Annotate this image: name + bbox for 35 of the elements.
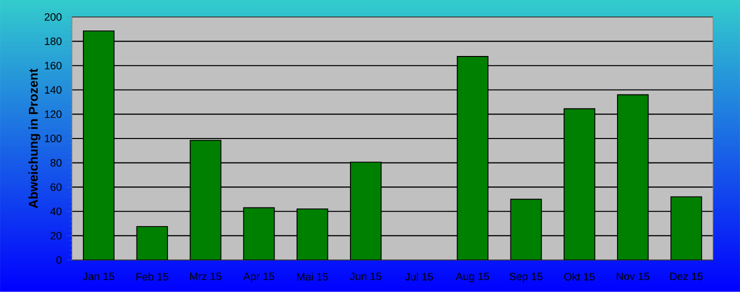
x-tick-label: Okt 15	[564, 272, 595, 281]
x-tick-label: Apr 15	[243, 272, 274, 282]
y-tick-label: 100	[44, 134, 62, 142]
x-tick-label: Mai 15	[297, 272, 328, 281]
y-tick-label: 20	[50, 232, 62, 240]
bar	[82, 30, 115, 260]
x-tick-label: Jun 15	[350, 272, 382, 280]
bar	[670, 196, 702, 260]
x-tick-label: Dez 15	[670, 272, 703, 280]
bar	[136, 226, 168, 260]
y-tick-label: 80	[50, 159, 62, 167]
x-tick-label: Nov 15	[616, 272, 650, 280]
y-tick-label: 140	[44, 86, 62, 94]
y-tick-label: 200	[44, 13, 62, 21]
x-tick-label: Feb 15	[136, 272, 168, 281]
x-tick-label: Jan 15	[82, 272, 114, 280]
x-tick-label: Sep 15	[510, 272, 542, 282]
bar	[617, 94, 649, 260]
y-tick-label: 60	[50, 183, 62, 191]
y-tick-label: 160	[44, 62, 62, 70]
bar	[243, 207, 275, 260]
bar	[296, 208, 328, 260]
bar	[456, 56, 488, 260]
y-tick-label: 180	[44, 38, 62, 46]
y-tick-label: 0	[56, 256, 62, 264]
bar	[350, 162, 382, 260]
bar	[190, 140, 222, 260]
x-tick-label: Mrz 15	[190, 272, 222, 280]
x-tick-label: Jul 15	[405, 272, 433, 281]
bar	[510, 198, 542, 260]
y-tick-label: 120	[44, 110, 62, 118]
y-axis-title: Abweichung in Prozent	[28, 68, 40, 208]
y-tick-label: 40	[50, 208, 62, 216]
bar	[564, 108, 596, 260]
x-tick-label: Aug 15	[456, 272, 490, 282]
